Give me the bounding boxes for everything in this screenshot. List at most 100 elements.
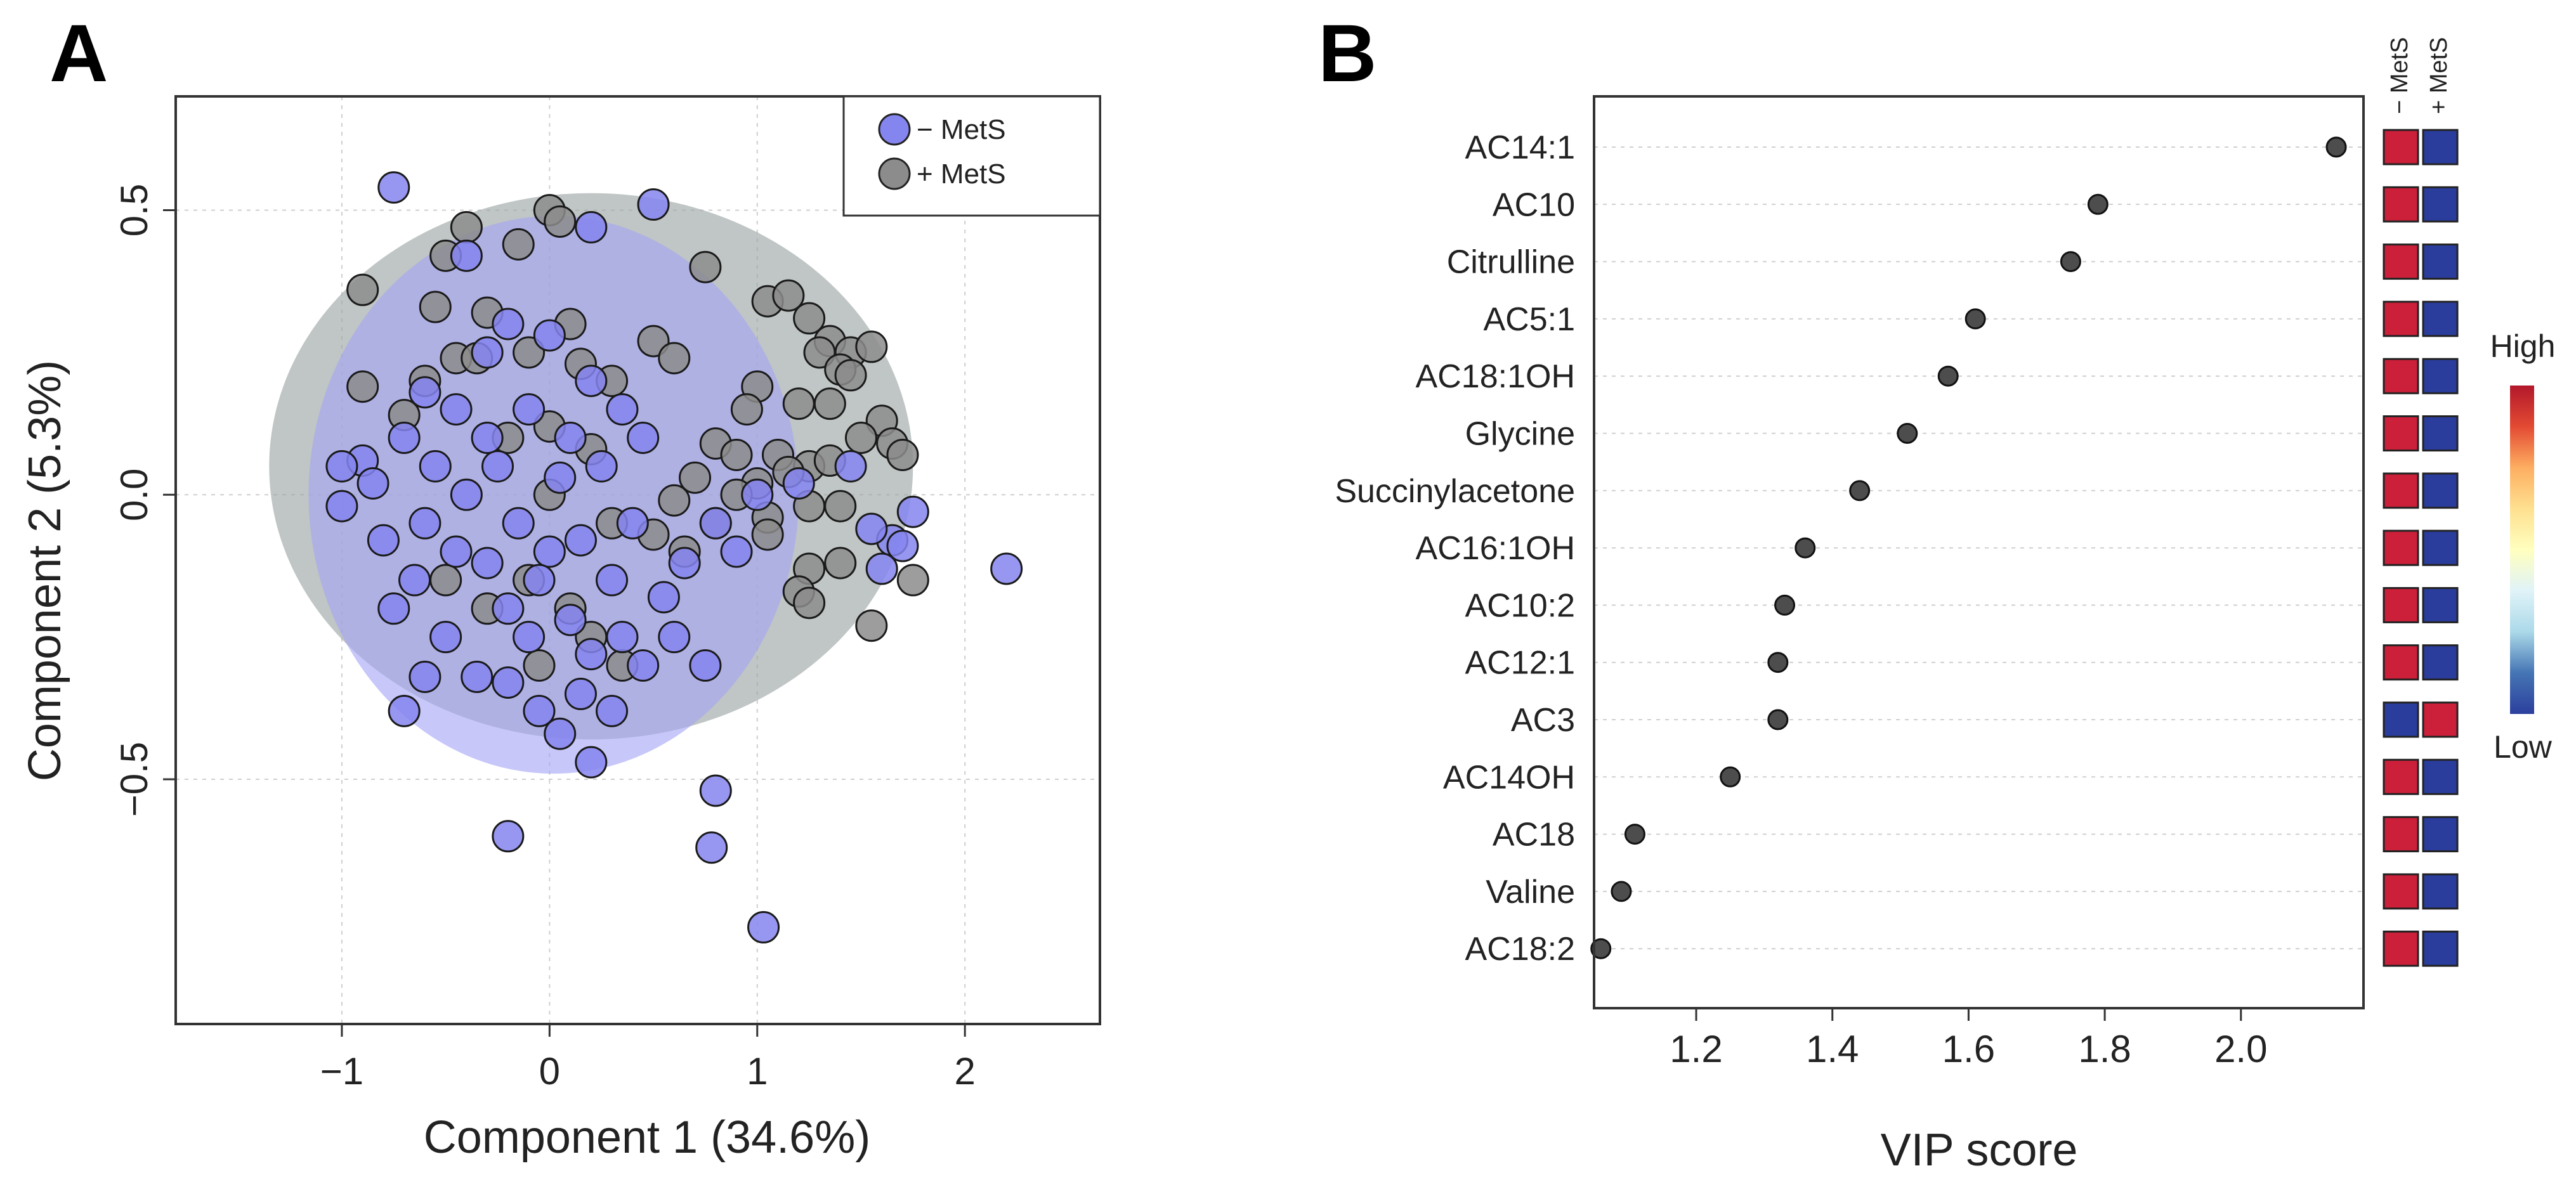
minus-mets-point xyxy=(325,450,358,483)
vip-point xyxy=(1897,423,1918,444)
plus-mets-point xyxy=(803,336,836,369)
heatmap-cell xyxy=(2383,873,2419,910)
panel-b-frame xyxy=(1593,95,2365,1009)
plus-mets-point xyxy=(679,461,712,494)
colorscale-high-label: High xyxy=(2490,328,2556,364)
panel-a-x-tick-label: 0 xyxy=(539,1050,560,1092)
minus-mets-point xyxy=(658,621,691,654)
minus-mets-point xyxy=(513,393,546,426)
plus-mets-point xyxy=(513,336,546,369)
heatmap-cell xyxy=(2383,472,2419,509)
minus-mets-point xyxy=(440,535,473,568)
panel-b-x-ticks: 1.2 1.4 1.6 1.8 2.0 xyxy=(1670,1008,2267,1070)
minus-mets-point xyxy=(409,507,441,540)
minus-mets-point xyxy=(616,507,649,540)
minus-mets-point xyxy=(747,911,780,943)
metabolite-label: AC14OH xyxy=(1443,759,1575,796)
legend-label-plus-mets: + MetS xyxy=(917,159,1006,190)
metabolite-label: AC18 xyxy=(1493,817,1575,853)
plus-mets-point xyxy=(793,302,826,335)
minus-mets-point xyxy=(502,507,535,540)
minus-mets-point xyxy=(695,831,728,864)
vip-point xyxy=(1767,652,1789,673)
metabolite-label: AC14:1 xyxy=(1465,129,1575,166)
minus-mets-point xyxy=(544,717,577,750)
plus-mets-point xyxy=(419,290,452,323)
minus-mets-point xyxy=(575,365,608,398)
minus-mets-point xyxy=(596,564,629,597)
vip-point xyxy=(1849,480,1871,502)
vip-point xyxy=(1774,594,1796,616)
minus-mets-point xyxy=(429,621,462,654)
heatmap-cell xyxy=(2422,644,2459,681)
metabolite-label: Succinylacetone xyxy=(1335,473,1575,510)
minus-mets-point xyxy=(471,422,504,455)
panel-a-y-tick-label: 0.5 xyxy=(113,184,155,237)
minus-mets-point xyxy=(492,820,525,853)
metabolite-label: AC18:2 xyxy=(1465,931,1575,968)
plus-mets-point xyxy=(730,393,763,426)
heatmap-cell xyxy=(2422,758,2459,795)
minus-mets-point xyxy=(398,564,431,597)
heatmap-cell xyxy=(2422,472,2459,509)
heatmap-cell xyxy=(2383,587,2419,623)
heatmap-cell xyxy=(2383,301,2419,337)
plus-mets-point xyxy=(523,649,556,682)
minus-mets-point xyxy=(834,450,867,483)
plus-mets-point xyxy=(782,387,815,420)
panel-a-points xyxy=(325,171,1023,943)
minus-mets-point xyxy=(419,450,452,483)
panel-b-x-tick-label: 1.6 xyxy=(1942,1028,1995,1070)
minus-mets-point xyxy=(637,188,670,221)
plus-mets-point xyxy=(429,564,462,597)
heatmap-cell xyxy=(2383,358,2419,394)
minus-mets-point xyxy=(544,461,577,494)
minus-mets-point xyxy=(492,308,525,340)
vip-point xyxy=(2087,193,2109,215)
minus-mets-point xyxy=(471,547,504,580)
minus-mets-point xyxy=(668,547,701,580)
panel-b-letter: B xyxy=(1318,8,1376,99)
panel-b-x-axis-title: VIP score xyxy=(1881,1125,2078,1176)
heatmap-cell xyxy=(2422,816,2459,853)
legend-marker-minus-mets xyxy=(878,113,911,146)
colorscale-bar xyxy=(2510,386,2534,714)
heatmap-header-minus-mets: − MetS xyxy=(2386,37,2413,114)
minus-mets-point xyxy=(461,660,494,693)
heatmap-cell xyxy=(2383,758,2419,795)
panel-b-x-tick-label: 1.8 xyxy=(2078,1028,2131,1070)
minus-mets-point xyxy=(533,535,566,568)
heatmap-cell xyxy=(2422,301,2459,337)
plus-mets-point xyxy=(793,587,826,619)
heatmap-cell xyxy=(2422,701,2459,738)
minus-mets-point xyxy=(627,422,660,455)
heatmap-cell xyxy=(2422,415,2459,451)
minus-mets-point xyxy=(471,336,504,369)
minus-mets-point xyxy=(492,666,525,699)
metabolite-label: AC10 xyxy=(1493,186,1575,223)
vip-point xyxy=(1590,938,1612,959)
panel-b-points xyxy=(1590,136,2347,959)
plus-mets-point xyxy=(658,342,691,375)
minus-mets-point xyxy=(606,621,639,654)
vip-point xyxy=(1795,537,1816,559)
minus-mets-point xyxy=(896,495,929,528)
metabolite-label: AC5:1 xyxy=(1483,301,1575,338)
vip-point xyxy=(2325,136,2347,158)
minus-mets-point xyxy=(388,694,421,727)
minus-mets-point xyxy=(782,467,815,500)
heatmap-cell xyxy=(2422,186,2459,223)
minus-mets-point xyxy=(409,660,441,693)
heatmap-cell xyxy=(2383,186,2419,223)
vip-point xyxy=(1937,365,1959,387)
heatmap-cell xyxy=(2422,529,2459,566)
panel-a-x-tick-label: −1 xyxy=(320,1050,363,1092)
panel-b-heatmap-headers: − MetS + MetS xyxy=(2386,37,2452,114)
heatmap-cell xyxy=(2383,816,2419,853)
panel-b-x-tick-label: 2.0 xyxy=(2214,1028,2267,1070)
panel-a-x-axis-title: Component 1 (34.6%) xyxy=(424,1112,870,1163)
minus-mets-point xyxy=(523,564,556,597)
legend-marker-plus-mets xyxy=(878,157,911,190)
heatmap-cell xyxy=(2422,873,2459,910)
